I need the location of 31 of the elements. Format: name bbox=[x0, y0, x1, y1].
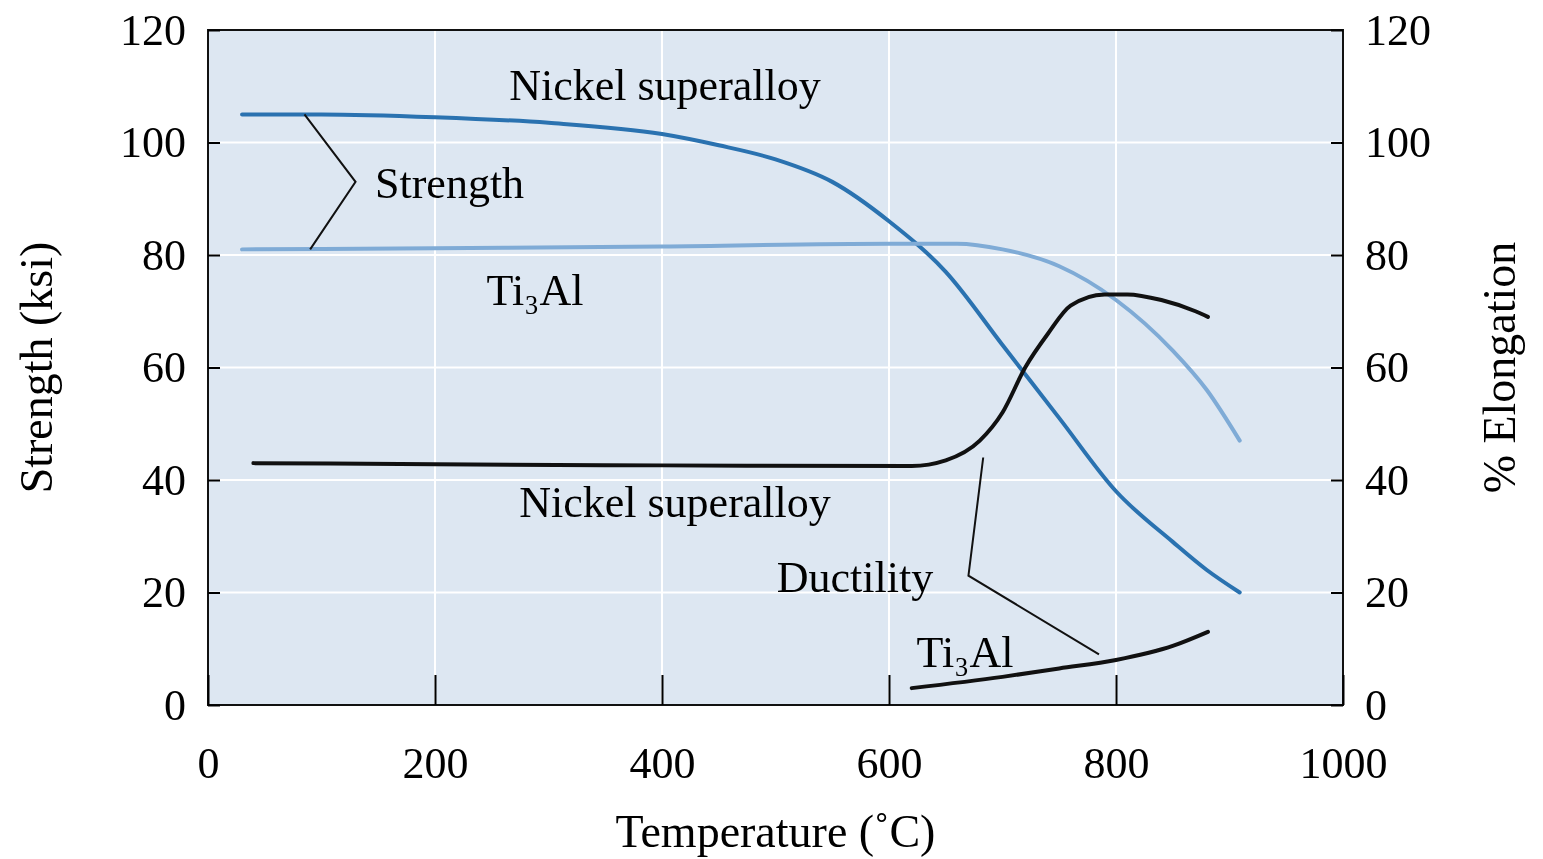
x-tick-label: 400 bbox=[629, 739, 696, 789]
y2-axis-title: % Elongation bbox=[1474, 241, 1525, 494]
annotation: Ductility bbox=[776, 553, 934, 602]
y-tick-label: 120 bbox=[120, 5, 186, 55]
x-axis-title: Temperature (˚C) bbox=[615, 806, 936, 857]
series-label: Nickel superalloy bbox=[519, 478, 831, 527]
series-label: Ti₃Al bbox=[486, 266, 584, 315]
y-tick-label: 40 bbox=[142, 455, 186, 505]
x-tick-label: 800 bbox=[1083, 739, 1150, 789]
y2-tick-label: 80 bbox=[1365, 230, 1409, 280]
y-tick-label: 60 bbox=[142, 343, 186, 393]
x-tick-label: 1000 bbox=[1299, 739, 1388, 789]
y2-tick-label: 40 bbox=[1365, 455, 1409, 505]
y-tick-label: 0 bbox=[164, 680, 186, 730]
series-label: Ti₃Al bbox=[916, 628, 1014, 677]
y2-tick-label: 120 bbox=[1365, 5, 1431, 55]
x-tick-label: 0 bbox=[197, 739, 220, 789]
x-tick-label: 600 bbox=[856, 739, 923, 789]
y-tick-label: 100 bbox=[120, 118, 186, 168]
y-tick-label: 80 bbox=[142, 230, 186, 280]
x-tick-label: 200 bbox=[402, 739, 469, 789]
y2-tick-label: 100 bbox=[1365, 118, 1431, 168]
y-tick-label: 20 bbox=[142, 568, 186, 618]
line-series bbox=[240, 241, 1242, 443]
y-axis-title: Strength (ksi) bbox=[11, 241, 62, 494]
y2-tick-label: 0 bbox=[1365, 680, 1387, 730]
y2-tick-label: 60 bbox=[1365, 343, 1409, 393]
line-series bbox=[909, 629, 1210, 691]
series-label: Nickel superalloy bbox=[509, 61, 821, 110]
annotation: Strength bbox=[375, 159, 525, 208]
y2-tick-label: 20 bbox=[1365, 568, 1409, 618]
